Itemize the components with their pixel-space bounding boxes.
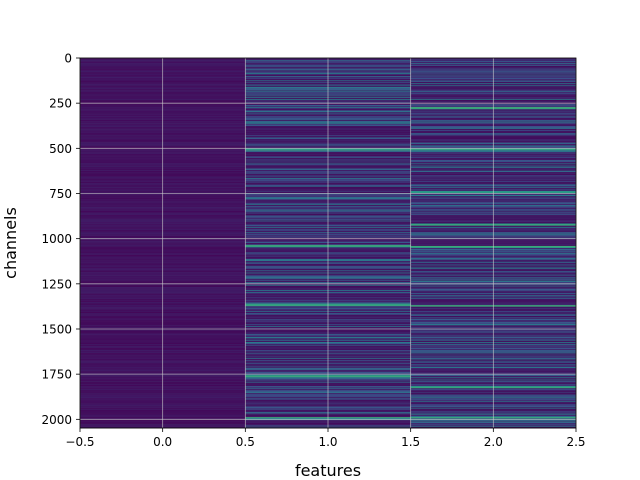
y-tick-label: 1750 [41, 368, 72, 382]
x-tick-label: −0.5 [65, 435, 94, 449]
x-tick-label: 2.0 [484, 435, 503, 449]
x-tick-label: 2.5 [566, 435, 585, 449]
y-tick-label: 750 [49, 187, 72, 201]
y-tick-label: 500 [49, 142, 72, 156]
y-axis-label: channels [1, 207, 20, 279]
y-tick-label: 0 [64, 52, 72, 66]
y-tick-label: 250 [49, 97, 72, 111]
y-tick-label: 1500 [41, 322, 72, 336]
x-tick-label: 0.0 [153, 435, 172, 449]
y-tick-label: 1000 [41, 232, 72, 246]
y-axis-ticks: 0 250 500 750 1000 1250 1500 1750 2000 [41, 52, 80, 427]
x-tick-label: 0.5 [236, 435, 255, 449]
x-tick-label: 1.0 [318, 435, 337, 449]
y-tick-label: 1250 [41, 277, 72, 291]
x-tick-label: 1.5 [401, 435, 420, 449]
x-axis-ticks: −0.5 0.0 0.5 1.0 1.5 2.0 2.5 [65, 428, 586, 449]
y-tick-label: 2000 [41, 413, 72, 427]
x-axis-label: features [295, 461, 361, 480]
